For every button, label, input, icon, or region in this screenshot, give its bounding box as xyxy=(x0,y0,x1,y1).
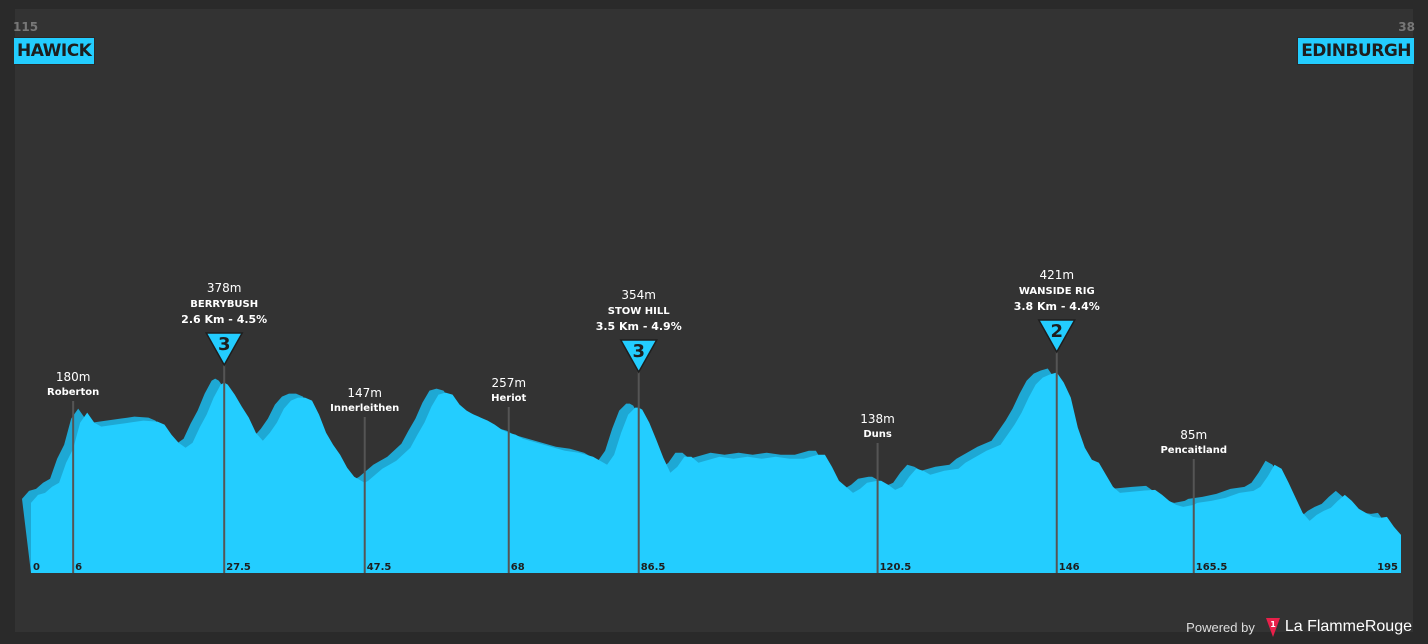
waypoint-elevation: 180m xyxy=(56,370,91,384)
climb-category-number: 3 xyxy=(632,341,645,362)
waypoint-elevation: 138m xyxy=(860,412,895,426)
climb-elevation: 421m xyxy=(1039,268,1074,282)
brand: 1 La FlammeRouge xyxy=(1265,616,1412,638)
waypoint-elevation: 85m xyxy=(1180,428,1207,442)
climb-category-number: 3 xyxy=(218,334,231,355)
km-tick-label: 0 xyxy=(33,562,40,573)
km-tick-label: 195 xyxy=(1377,562,1398,573)
climb-category-number: 2 xyxy=(1050,321,1063,342)
start-elevation: 115 xyxy=(13,20,39,34)
waypoint-elevation: 257m xyxy=(491,376,526,390)
km-tick-label: 120.5 xyxy=(880,562,912,573)
waypoint-elevation: 147m xyxy=(347,386,382,400)
finish-elevation: 38 xyxy=(1398,20,1415,34)
climb-name: BERRYBUSH xyxy=(190,299,258,310)
climb-stats: 2.6 Km - 4.5% xyxy=(181,313,267,326)
powered-by-label: Powered by xyxy=(1186,619,1255,635)
waypoint-name: Duns xyxy=(863,429,892,440)
waypoint-name: Innerleithen xyxy=(330,403,399,414)
branding: Powered by 1 La FlammeRouge xyxy=(1186,616,1412,638)
km-tick-label: 146 xyxy=(1059,562,1080,573)
waypoint-name: Roberton xyxy=(47,387,99,398)
km-tick-label: 27.5 xyxy=(226,562,251,573)
km-tick-label: 6 xyxy=(75,562,82,573)
climb-category-badge-icon xyxy=(1037,319,1077,354)
climb-category-badge-icon xyxy=(619,339,659,374)
climb-elevation: 354m xyxy=(621,288,656,302)
climb-name: STOW HILL xyxy=(608,306,670,317)
km-tick-label: 68 xyxy=(511,562,525,573)
climb-stats: 3.5 Km - 4.9% xyxy=(596,320,682,333)
km-tick-label: 47.5 xyxy=(367,562,392,573)
start-location: 115 HAWICK xyxy=(13,20,96,65)
start-name: HAWICK xyxy=(13,37,96,65)
finish-name: EDINBURGH xyxy=(1297,37,1415,65)
climb-elevation: 378m xyxy=(207,281,242,295)
flame-rouge-logo-icon: 1 xyxy=(1265,618,1280,637)
waypoint-name: Pencaitland xyxy=(1160,445,1227,456)
climb-stats: 3.8 Km - 4.4% xyxy=(1014,300,1100,313)
km-tick-label: 86.5 xyxy=(641,562,666,573)
climb-name: WANSIDE RIG xyxy=(1019,286,1095,297)
finish-location: 38 EDINBURGH xyxy=(1297,21,1415,65)
km-tick-label: 165.5 xyxy=(1196,562,1228,573)
climb-category-badge-icon xyxy=(204,332,244,367)
logo-number: 1 xyxy=(1270,620,1276,629)
waypoint-name: Heriot xyxy=(491,393,526,404)
brand-name: La FlammeRouge xyxy=(1284,618,1412,635)
profile-area xyxy=(31,372,1401,573)
